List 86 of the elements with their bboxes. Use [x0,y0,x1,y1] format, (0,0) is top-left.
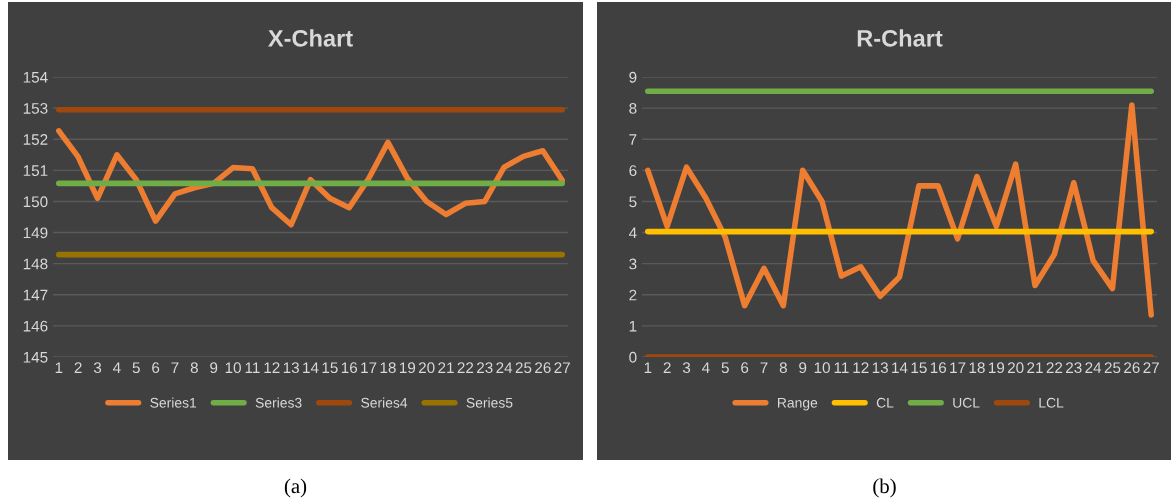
x-tick-label: 21 [1027,362,1043,373]
y-tick-label: 150 [23,196,48,208]
x-tick-label: 5 [721,362,729,374]
legend-label: LCL [1039,397,1064,408]
x-tick-label: 22 [457,362,474,373]
y-tick-label: 8 [629,102,637,114]
y-tick-label: 7 [629,134,637,145]
x-tick-label: 23 [477,362,493,374]
y-tick-label: 4 [628,227,637,239]
x-tick-label: 4 [112,362,121,373]
x-tick-label: 21 [438,362,454,373]
x-tick-label: 12 [853,362,869,373]
x-tick-label: 14 [892,362,908,373]
legend-label: Series1 [150,397,197,408]
y-tick-label: 3 [629,258,637,270]
legend-label: Series5 [466,397,513,408]
x-tick-label: 26 [535,362,551,374]
x-tick-label: 12 [264,362,280,373]
x-tick-label: 6 [152,362,160,374]
x-tick-label: 20 [1007,362,1024,374]
x-tick-label: 27 [554,362,570,373]
legend-label: UCL [953,397,980,408]
x-tick-label: 13 [283,362,299,374]
chart-title: X-Chart [268,29,353,47]
x-tick-label: 14 [303,362,319,373]
x-tick-label: 20 [418,362,435,374]
x-tick-label: 15 [322,362,338,374]
x-tick-label: 1 [55,362,63,373]
x-tick-label: 7 [760,362,768,373]
x-tick-label: 22 [1046,362,1063,373]
x-tick-label: 2 [74,362,82,373]
x-tick-label: 15 [911,362,927,374]
legend-label: CL [876,397,894,408]
x-tick-label: 7 [171,362,179,373]
x-tick-label: 24 [1085,362,1102,373]
x-tick-label: 24 [496,362,513,373]
x-tick-label: 19 [988,362,1005,374]
x-tick-label: 18 [380,362,396,374]
x-tick-label: 25 [515,362,532,374]
x-tick-label: 8 [779,362,787,374]
x-tick-label: 10 [814,362,830,374]
legend-label: Range [778,398,818,411]
text: (b) [873,478,896,498]
x-tick-label: 25 [1104,362,1121,374]
x-tick-label: 27 [1143,362,1159,373]
y-tick-label: 148 [23,258,48,270]
y-tick-label: 145 [23,352,48,363]
legend-label: Series4 [361,397,408,408]
legend-label: Series3 [255,397,302,408]
x-tick-label: 3 [93,362,102,374]
y-tick-label: 152 [23,134,48,145]
x-tick-label: 11 [245,362,260,373]
y-tick-label: 147 [23,289,48,301]
x-tick-label: 5 [132,362,140,374]
x-tick-label: 11 [834,362,849,373]
x-tick-label: 10 [225,362,241,374]
y-tick-label: 153 [23,102,48,114]
x-tick-label: 17 [361,362,377,373]
y-tick-label: 149 [23,227,48,239]
y-tick-label: 146 [23,320,48,332]
x-tick-label: 17 [950,362,966,373]
x-tick-label: 16 [341,362,358,374]
x-tick-label: 26 [1124,362,1140,374]
y-tick-label: 2 [629,289,637,301]
y-tick-label: 1 [629,320,637,332]
y-tick-label: 9 [629,71,637,83]
x-tick-label: 18 [969,362,985,374]
x-tick-label: 9 [799,362,807,374]
x-tick-label: 3 [682,362,691,374]
x-tick-label: 19 [399,362,416,374]
x-tick-label: 23 [1066,362,1082,374]
x-tick-label: 6 [741,362,749,374]
x-tick-label: 13 [872,362,888,374]
y-tick-label: 6 [629,165,637,177]
x-tick-label: 16 [930,362,947,374]
x-tick-label: 2 [663,362,671,373]
x-tick-label: 9 [210,362,218,374]
y-tick-label: 0 [629,351,637,363]
y-tick-label: 151 [23,165,48,177]
x-tick-label: 1 [644,362,652,373]
x-tick-label: 8 [190,362,198,374]
x-tick-label: 4 [701,362,710,373]
y-tick-label: 5 [629,196,637,208]
chart-title: R-Chart [857,29,943,47]
y-tick-label: 154 [23,72,48,83]
text: (a) [284,478,307,498]
